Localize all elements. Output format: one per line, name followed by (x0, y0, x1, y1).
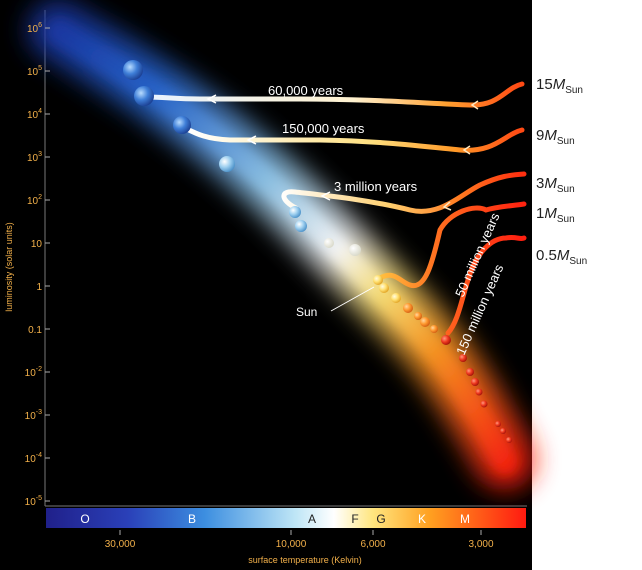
track-time-15: 60,000 years (268, 83, 344, 98)
y-tick-label: 10-3 (25, 409, 42, 422)
track-15msun-arrow (206, 94, 217, 104)
star-m-7 (495, 421, 501, 427)
star-m-8 (500, 428, 506, 434)
track-3msun (281, 171, 527, 214)
star-o-1 (123, 60, 143, 80)
y-tick-label: 104 (27, 108, 42, 121)
track-9msun-arrow (246, 135, 257, 145)
y-tick-label: 10-2 (25, 366, 42, 379)
y-tick-label: 102 (27, 194, 42, 207)
x-axis-label: surface temperature (Kelvin) (248, 555, 362, 565)
track-15msun (143, 81, 525, 110)
star-m-5 (475, 388, 483, 396)
mass-labels: 15MSun 9MSun 3MSun 1MSun 0.5MSun (536, 76, 587, 267)
star-g-2 (379, 283, 389, 293)
x-tick-marks (119, 530, 482, 535)
star-b-1 (173, 116, 191, 134)
mass-label-15: 15MSun (536, 76, 583, 96)
main-sequence-stars (123, 60, 512, 443)
star-m-1 (441, 335, 451, 345)
track-time-9: 150,000 years (282, 121, 365, 136)
x-tick-label: 6,000 (360, 539, 385, 550)
y-tick-label: 0.1 (28, 325, 42, 336)
class-a: A (308, 512, 316, 526)
plot-background (0, 0, 532, 570)
y-tick-label: 10-4 (25, 452, 42, 465)
y-tick-marks (45, 27, 50, 502)
star-a-2 (295, 220, 307, 232)
star-a-1 (289, 206, 301, 218)
star-g-3 (391, 293, 401, 303)
y-tick-label: 106 (27, 22, 42, 35)
x-tick-label: 30,000 (105, 539, 136, 550)
star-m-9 (506, 437, 512, 443)
spectral-gradient (46, 508, 526, 528)
mass-label-05: 0.5MSun (536, 247, 587, 267)
sun-pointer (330, 286, 375, 312)
mass-label-9: 9MSun (536, 127, 575, 147)
star-b-2 (219, 156, 235, 172)
sun-label: Sun (296, 305, 317, 319)
x-axis: 30,000 10,000 6,000 3,000 surface temper… (105, 530, 494, 565)
star-o-2 (134, 86, 154, 106)
star-f-1 (349, 244, 361, 256)
mass-label-1: 1MSun (536, 205, 575, 225)
spectral-class-bar: O B A F G K M (46, 508, 526, 528)
track-3msun-arrow (320, 191, 331, 201)
x-tick-label: 10,000 (276, 539, 307, 550)
track-time-3: 3 million years (334, 179, 418, 194)
y-tick-label: 105 (27, 65, 42, 78)
star-k-3 (420, 317, 430, 327)
x-tick-label: 3,000 (468, 539, 493, 550)
class-k: K (418, 512, 426, 526)
class-b: B (188, 512, 196, 526)
y-tick-label: 10-5 (25, 495, 42, 508)
y-tick-label: 1 (36, 282, 42, 293)
track-05msun (445, 234, 527, 336)
star-a-3 (324, 238, 334, 248)
y-tick-label: 10 (31, 239, 43, 250)
star-m-6 (480, 400, 488, 408)
class-f: F (351, 512, 358, 526)
star-k-4 (430, 325, 438, 333)
mass-label-3: 3MSun (536, 175, 575, 195)
y-tick-label: 103 (27, 151, 42, 164)
class-o: O (80, 512, 89, 526)
y-axis: 106 105 104 103 102 10 1 0.1 10-2 10-3 1… (4, 22, 50, 508)
track-9msun (180, 124, 525, 155)
star-k-2 (414, 312, 422, 320)
star-g-1 (373, 275, 383, 285)
star-m-2 (459, 354, 467, 362)
class-m: M (460, 512, 470, 526)
track-1msun (377, 201, 527, 289)
star-m-4 (471, 378, 479, 386)
star-m-3 (466, 368, 474, 376)
star-k-1 (403, 303, 413, 313)
class-g: G (376, 512, 385, 526)
y-axis-label: luminosity (solar units) (4, 222, 14, 312)
